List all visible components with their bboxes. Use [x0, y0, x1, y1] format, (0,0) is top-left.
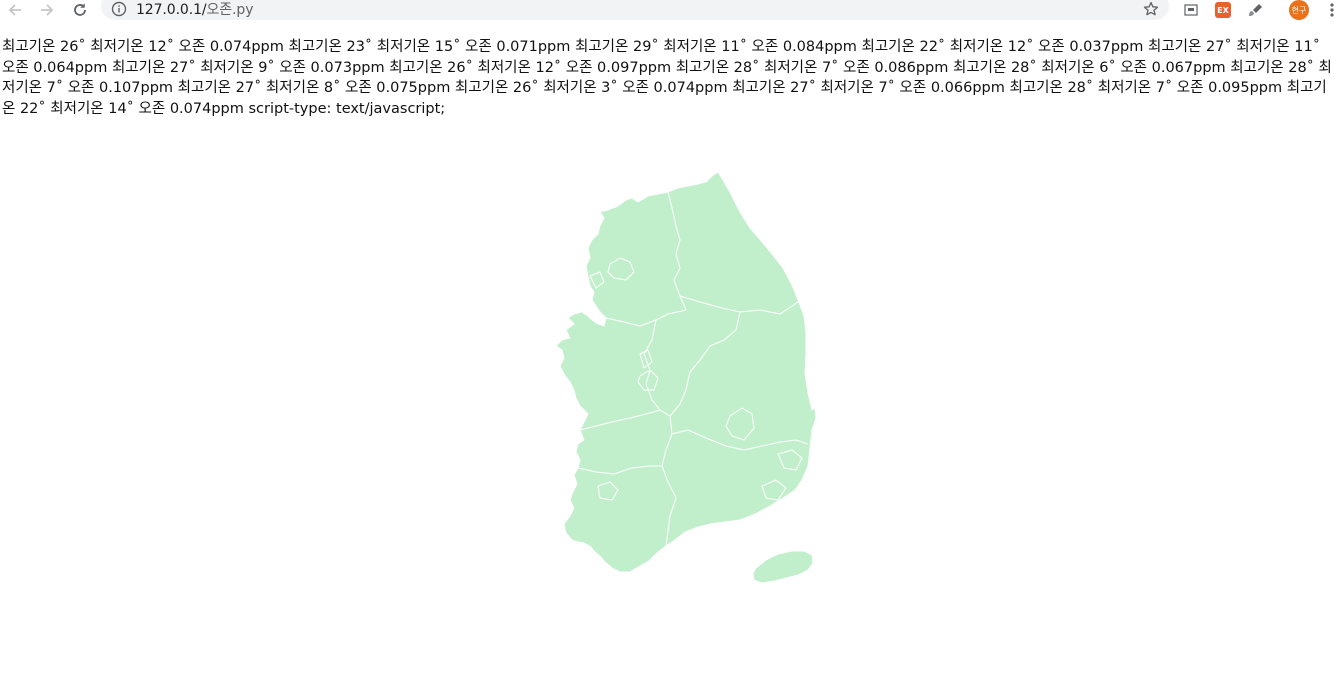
- browser-toolbar: 127.0.0.1/오존.py EX 현구: [0, 0, 1335, 20]
- kebab-menu-icon: [1330, 3, 1334, 17]
- province-boundaries: [577, 191, 809, 547]
- weather-ozone-text: 최고기온 26˚ 최저기온 12˚ 오존 0.074ppm 최고기온 23˚ 최…: [2, 39, 1332, 117]
- boundary-gyeongbuk-gyeongnam: [671, 429, 809, 451]
- ex-extension-label: EX: [1215, 2, 1231, 18]
- brush-extension-icon[interactable]: [1246, 0, 1266, 20]
- gwangju-boundary: [597, 481, 619, 501]
- korea-mainland: [555, 171, 817, 573]
- korea-map: [555, 171, 817, 584]
- incheon-boundary: [589, 271, 605, 289]
- daegu-boundary: [725, 407, 755, 441]
- profile-avatar-label: 현구: [1289, 0, 1309, 20]
- browser-menu-button[interactable]: [1322, 0, 1335, 20]
- boundary-jeonbuk-jeonnam: [577, 465, 662, 475]
- address-bar[interactable]: 127.0.0.1/오존.py: [101, 0, 1169, 20]
- busan-boundary: [761, 479, 787, 501]
- boundary-gyeonggi-chungbuk: [605, 309, 687, 327]
- url-host: 127.0.0.1/: [136, 2, 207, 18]
- boundary-gyeonggi-gangwon: [667, 191, 687, 311]
- url-path: 오존.py: [206, 2, 254, 18]
- ulsan-boundary: [777, 449, 803, 471]
- back-button[interactable]: [5, 0, 25, 20]
- reload-button[interactable]: [70, 0, 90, 20]
- boundary-chungnam-jeonbuk: [579, 409, 661, 431]
- sejong-boundary: [639, 349, 653, 369]
- back-arrow-icon: [8, 4, 21, 16]
- forward-button[interactable]: [37, 0, 57, 20]
- seoul-boundary: [607, 257, 635, 281]
- profile-avatar[interactable]: 현구: [1289, 0, 1309, 20]
- forward-arrow-icon: [41, 4, 54, 16]
- boundary-chungnam-chungbuk: [643, 319, 671, 417]
- site-info-icon[interactable]: [111, 1, 127, 21]
- boundary-chungbuk-gyeongbuk: [669, 311, 741, 417]
- jeju-island: [752, 550, 814, 584]
- boundary-jeonbuk-gyeongnam: [661, 415, 677, 547]
- daejeon-boundary: [637, 369, 659, 391]
- cast-extension-icon[interactable]: [1181, 0, 1201, 20]
- ex-extension-button[interactable]: EX: [1213, 0, 1233, 20]
- address-url[interactable]: 127.0.0.1/오존.py: [136, 1, 254, 19]
- reload-icon: [74, 3, 86, 16]
- bookmark-star-icon[interactable]: [1143, 1, 1159, 21]
